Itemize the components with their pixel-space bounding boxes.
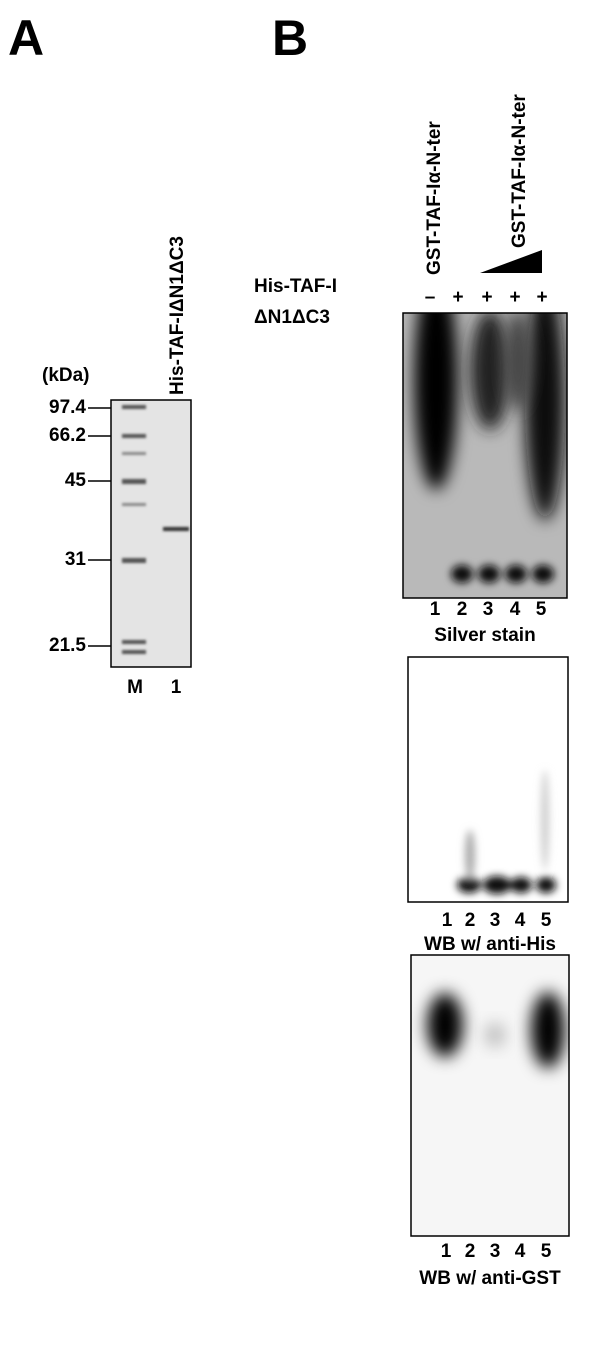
sample-label: His-TAF-IΔN1ΔC3	[167, 236, 188, 395]
blot-signal	[457, 770, 556, 894]
lane-header: GST-TAF-Iα-N-ter	[424, 121, 445, 275]
lane-label: M	[127, 677, 143, 698]
lane-number: 3	[483, 599, 494, 620]
blot	[408, 657, 568, 902]
lane-number: 4	[515, 910, 526, 931]
marker-label: 21.5	[49, 635, 86, 656]
sign: +	[536, 287, 547, 308]
lane-number: 2	[457, 599, 468, 620]
lane-number: 5	[541, 1241, 552, 1262]
lane-number: 3	[490, 1241, 501, 1262]
gel-bands	[122, 405, 189, 654]
unit-label: (kDa)	[42, 365, 90, 386]
sign: +	[452, 287, 463, 308]
lane-number: 4	[515, 1241, 526, 1262]
lane-header: GST-TAF-Iα-N-ter	[509, 94, 530, 248]
blot-signal	[414, 313, 565, 583]
sign: –	[425, 287, 436, 308]
marker-label: 66.2	[49, 425, 86, 446]
lane-number: 5	[536, 599, 547, 620]
lane-number: 3	[490, 910, 501, 931]
row-label: His-TAF-I	[254, 276, 337, 297]
marker-label: 31	[65, 549, 87, 570]
lane-number: 1	[442, 910, 453, 931]
gel	[110, 399, 192, 668]
lane-number: 5	[541, 910, 552, 931]
blot-caption: WB w/ anti-His	[424, 934, 556, 955]
gradient-triangle	[480, 250, 542, 273]
panel-letter: B	[272, 10, 308, 66]
marker-label: 97.4	[49, 397, 86, 418]
lane-number: 1	[441, 1241, 452, 1262]
lane-number: 2	[465, 1241, 476, 1262]
blot-caption: Silver stain	[434, 625, 535, 646]
lane-label: 1	[171, 677, 182, 698]
sign: +	[509, 287, 520, 308]
marker-label: 45	[65, 470, 87, 491]
row-label: ΔN1ΔC3	[254, 307, 330, 328]
blot-signal	[427, 992, 565, 1068]
lane-number: 2	[465, 910, 476, 931]
lane-number: 1	[430, 599, 441, 620]
blot-caption: WB w/ anti-GST	[419, 1268, 561, 1289]
sign: +	[481, 287, 492, 308]
lane-number: 4	[510, 599, 521, 620]
panel-letter: A	[8, 10, 44, 66]
